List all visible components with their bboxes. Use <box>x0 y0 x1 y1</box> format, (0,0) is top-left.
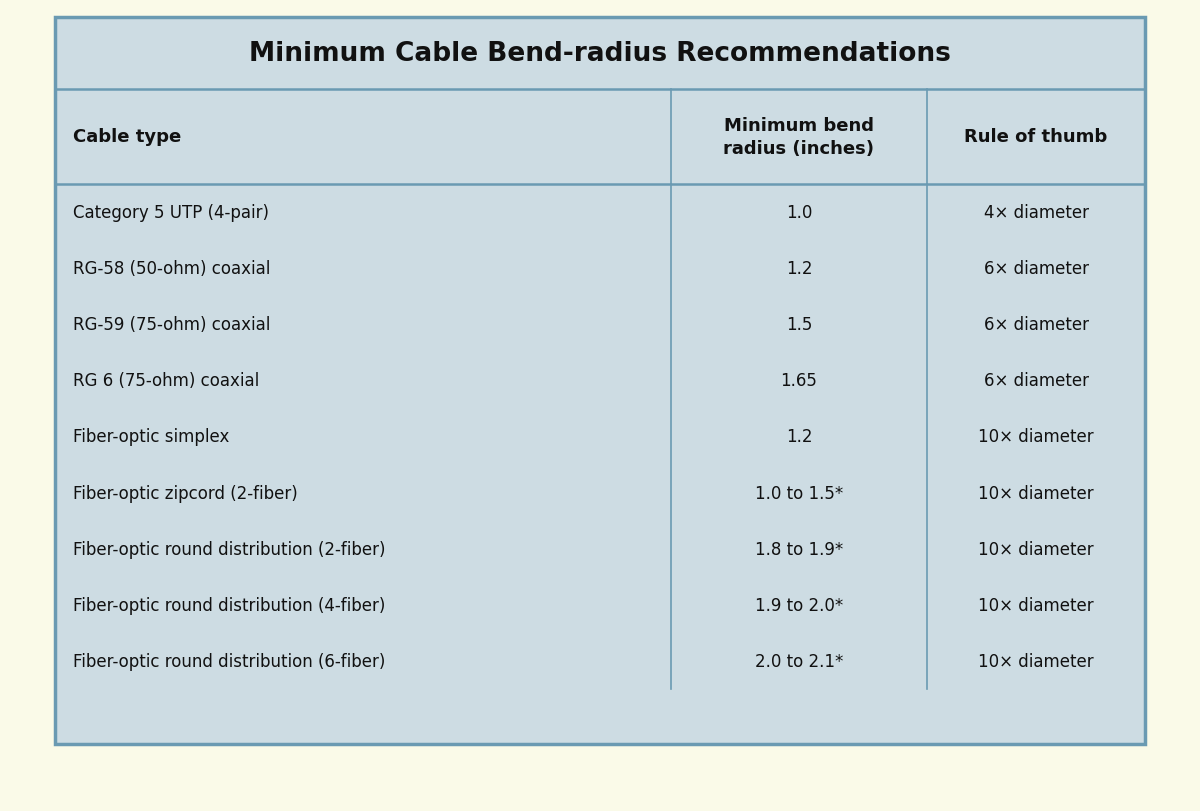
Text: 4× diameter: 4× diameter <box>984 204 1088 221</box>
Text: Fiber-optic round distribution (6-fiber): Fiber-optic round distribution (6-fiber) <box>73 652 385 670</box>
Bar <box>55 18 1145 744</box>
Text: Cable type: Cable type <box>73 128 181 146</box>
Text: 1.0: 1.0 <box>786 204 812 221</box>
Text: 10× diameter: 10× diameter <box>978 596 1094 614</box>
Text: Minimum Cable Bend-radius Recommendations: Minimum Cable Bend-radius Recommendation… <box>250 41 950 67</box>
Text: 1.65: 1.65 <box>780 372 817 390</box>
Text: Fiber-optic simplex: Fiber-optic simplex <box>73 428 229 446</box>
Text: 1.5: 1.5 <box>786 316 812 334</box>
Text: 1.9 to 2.0*: 1.9 to 2.0* <box>755 596 844 614</box>
Text: RG-59 (75-ohm) coaxial: RG-59 (75-ohm) coaxial <box>73 316 270 334</box>
Text: 6× diameter: 6× diameter <box>984 372 1088 390</box>
Text: 1.0 to 1.5*: 1.0 to 1.5* <box>755 484 844 502</box>
Text: Rule of thumb: Rule of thumb <box>965 128 1108 146</box>
Text: 6× diameter: 6× diameter <box>984 316 1088 334</box>
Text: 1.8 to 1.9*: 1.8 to 1.9* <box>755 540 844 558</box>
Text: 10× diameter: 10× diameter <box>978 540 1094 558</box>
Text: Fiber-optic round distribution (4-fiber): Fiber-optic round distribution (4-fiber) <box>73 596 385 614</box>
Text: 6× diameter: 6× diameter <box>984 260 1088 278</box>
Text: 2.0 to 2.1*: 2.0 to 2.1* <box>755 652 844 670</box>
Text: Fiber-optic zipcord (2-fiber): Fiber-optic zipcord (2-fiber) <box>73 484 298 502</box>
Text: 10× diameter: 10× diameter <box>978 428 1094 446</box>
Text: Minimum bend
radius (inches): Minimum bend radius (inches) <box>724 117 875 158</box>
Text: 1.2: 1.2 <box>786 428 812 446</box>
Text: 10× diameter: 10× diameter <box>978 484 1094 502</box>
Text: RG 6 (75-ohm) coaxial: RG 6 (75-ohm) coaxial <box>73 372 259 390</box>
Text: Fiber-optic round distribution (2-fiber): Fiber-optic round distribution (2-fiber) <box>73 540 385 558</box>
Text: 1.2: 1.2 <box>786 260 812 278</box>
Text: RG-58 (50-ohm) coaxial: RG-58 (50-ohm) coaxial <box>73 260 270 278</box>
Text: Category 5 UTP (4-pair): Category 5 UTP (4-pair) <box>73 204 269 221</box>
Text: 10× diameter: 10× diameter <box>978 652 1094 670</box>
